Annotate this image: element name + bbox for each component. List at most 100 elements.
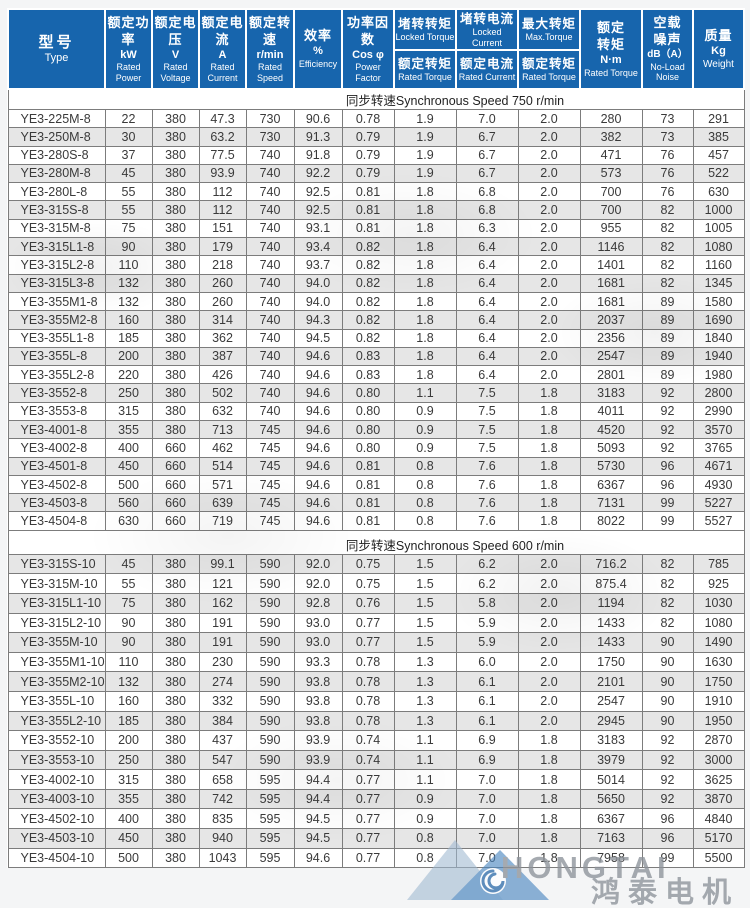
value-cell: 96 bbox=[641, 828, 694, 849]
value-cell: 0.80 bbox=[341, 401, 395, 421]
value-cell: 740 bbox=[245, 291, 295, 312]
table-row: YE3-355M1-10 110 380 230 590 93.3 0.78 1.3 6.0 2.… bbox=[7, 651, 745, 673]
table-row: YE3-355L-10 160 380 332 590 93.8 0.78 1.3 6.1 2.0… bbox=[7, 690, 745, 712]
value-cell: 94.4 bbox=[293, 788, 343, 810]
value-cell: 132 bbox=[104, 273, 153, 293]
value-cell: 740 bbox=[245, 200, 295, 220]
value-cell: 1940 bbox=[692, 346, 745, 367]
type-cell: YE3-355L-8 bbox=[7, 346, 106, 367]
value-cell: 1.3 bbox=[393, 690, 457, 712]
value-cell: 740 bbox=[245, 255, 295, 275]
type-cell: YE3-4504-10 bbox=[7, 847, 106, 869]
value-cell: 90 bbox=[641, 671, 694, 692]
value-cell: 1080 bbox=[692, 237, 745, 257]
value-cell: 2.0 bbox=[517, 690, 581, 712]
value-cell: 0.78 bbox=[341, 651, 395, 673]
value-cell: 5.8 bbox=[455, 592, 519, 614]
value-cell: 37 bbox=[104, 145, 153, 165]
value-cell: 2.0 bbox=[517, 710, 581, 732]
table-row: YE3-4502-10 400 380 835 595 94.5 0.77 0.9 7.0 1.8… bbox=[7, 808, 745, 830]
value-cell: 380 bbox=[151, 690, 200, 712]
value-cell: 1980 bbox=[692, 365, 745, 385]
value-cell: 121 bbox=[198, 573, 247, 594]
col-header-efficiency: 效率 % Efficiency bbox=[293, 8, 343, 90]
table-row: YE3-315L2-8 110 380 218 740 93.7 0.82 1.8 6.4 2.0… bbox=[7, 255, 745, 275]
table-row: YE3-4003-10 355 380 742 595 94.4 0.77 0.9 7.0 1.8… bbox=[7, 788, 745, 810]
value-cell: 291 bbox=[692, 108, 745, 129]
table-row: YE3-315M-8 75 380 151 740 93.1 0.81 1.8 6.3 2.0 95… bbox=[7, 218, 745, 239]
value-cell: 132 bbox=[104, 671, 153, 692]
value-cell: 1.8 bbox=[517, 419, 581, 440]
value-cell: 45 bbox=[104, 163, 153, 184]
value-cell: 450 bbox=[104, 456, 153, 476]
value-cell: 835 bbox=[198, 808, 247, 830]
value-cell: 0.9 bbox=[393, 419, 457, 440]
value-cell: 740 bbox=[245, 273, 295, 293]
value-cell: 4520 bbox=[579, 419, 643, 440]
value-cell: 89 bbox=[641, 310, 694, 330]
value-cell: 112 bbox=[198, 200, 247, 220]
value-cell: 745 bbox=[245, 438, 295, 458]
value-cell: 94.6 bbox=[293, 401, 343, 421]
value-cell: 740 bbox=[245, 145, 295, 165]
value-cell: 96 bbox=[641, 474, 694, 495]
value-cell: 0.9 bbox=[393, 788, 457, 810]
value-cell: 380 bbox=[151, 218, 200, 239]
value-cell: 1433 bbox=[579, 632, 643, 653]
value-cell: 355 bbox=[104, 419, 153, 440]
value-cell: 99 bbox=[641, 511, 694, 531]
value-cell: 740 bbox=[245, 310, 295, 330]
value-cell: 185 bbox=[104, 710, 153, 732]
value-cell: 2037 bbox=[579, 310, 643, 330]
value-cell: 3570 bbox=[692, 419, 745, 440]
type-cell: YE3-355L-10 bbox=[7, 690, 106, 712]
value-cell: 1080 bbox=[692, 612, 745, 634]
value-cell: 93.8 bbox=[293, 690, 343, 712]
table-row: YE3-315S-10 45 380 99.1 590 92.0 0.75 1.5 6.2 2.0… bbox=[7, 553, 745, 575]
value-cell: 82 bbox=[641, 553, 694, 575]
value-cell: 91.8 bbox=[293, 145, 343, 165]
value-cell: 7.0 bbox=[455, 808, 519, 830]
value-cell: 7958 bbox=[579, 847, 643, 869]
type-cell: YE3-280M-8 bbox=[7, 163, 106, 184]
value-cell: 595 bbox=[245, 769, 295, 790]
type-cell: YE3-4502-10 bbox=[7, 808, 106, 830]
value-cell: 1.8 bbox=[517, 749, 581, 771]
type-cell: YE3-315L1-10 bbox=[7, 592, 106, 614]
value-cell: 93.0 bbox=[293, 612, 343, 634]
value-cell: 7.5 bbox=[455, 419, 519, 440]
type-cell: YE3-355L2-10 bbox=[7, 710, 106, 732]
value-cell: 0.9 bbox=[393, 401, 457, 421]
value-cell: 380 bbox=[151, 651, 200, 673]
value-cell: 1.5 bbox=[393, 553, 457, 575]
value-cell: 1.8 bbox=[393, 218, 457, 239]
value-cell: 380 bbox=[151, 592, 200, 614]
value-cell: 471 bbox=[579, 145, 643, 165]
value-cell: 0.81 bbox=[341, 218, 395, 239]
value-cell: 30 bbox=[104, 127, 153, 147]
value-cell: 380 bbox=[151, 108, 200, 129]
value-cell: 94.6 bbox=[293, 346, 343, 367]
value-cell: 740 bbox=[245, 163, 295, 184]
value-cell: 745 bbox=[245, 456, 295, 476]
col-header-power-factor: 功率因数 Cos φ Power Factor bbox=[341, 8, 395, 90]
value-cell: 2.0 bbox=[517, 127, 581, 147]
value-cell: 740 bbox=[245, 218, 295, 239]
value-cell: 0.78 bbox=[341, 671, 395, 692]
value-cell: 94.4 bbox=[293, 769, 343, 790]
value-cell: 1.8 bbox=[393, 237, 457, 257]
value-cell: 5170 bbox=[692, 828, 745, 849]
value-cell: 1.8 bbox=[517, 401, 581, 421]
value-cell: 6.1 bbox=[455, 671, 519, 692]
value-cell: 92 bbox=[641, 730, 694, 751]
col-header-rated-torque: 额定 转矩 N·m Rated Torque bbox=[579, 8, 643, 90]
value-cell: 573 bbox=[579, 163, 643, 184]
col-header-type: 型号 Type bbox=[7, 8, 106, 90]
value-cell: 82 bbox=[641, 218, 694, 239]
type-cell: YE3-3553-10 bbox=[7, 749, 106, 771]
value-cell: 740 bbox=[245, 182, 295, 202]
value-cell: 82 bbox=[641, 592, 694, 614]
value-cell: 0.8 bbox=[393, 511, 457, 531]
logo-text-cn: 鸿泰电机 bbox=[591, 875, 739, 906]
table-row: YE3-250M-8 30 380 63.2 730 91.3 0.79 1.9 6.7 2.0 3… bbox=[7, 127, 745, 147]
